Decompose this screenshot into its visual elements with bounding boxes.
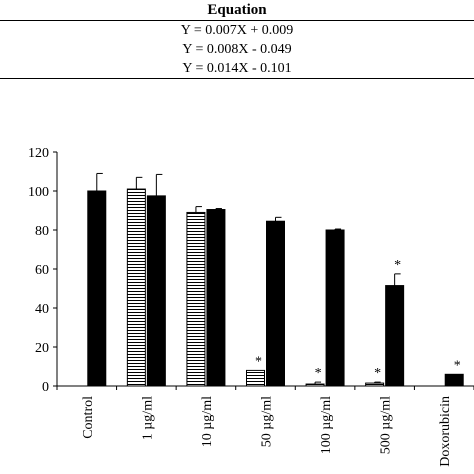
- category-label-3: 50 µg/ml: [260, 396, 275, 447]
- bar-s2-4: [325, 229, 345, 387]
- bar-s1-3: [246, 369, 265, 387]
- y-tick-label-20: 20: [35, 341, 49, 356]
- equation-row-3: Y = 0.014X - 0.101: [0, 59, 474, 79]
- bar-s2-2: [206, 209, 226, 387]
- equation-row-1: Y = 0.007X + 0.009: [180, 23, 294, 38]
- category-label-2: 10 µg/ml: [200, 396, 215, 447]
- significance-mark-s2-6: *: [454, 358, 461, 373]
- significance-mark-s1-3: *: [255, 354, 262, 369]
- bar-s2-5: [385, 285, 405, 387]
- bar-s2-0: [87, 190, 107, 387]
- bar-s2-3: [266, 220, 285, 387]
- bar-s2-1: [146, 195, 166, 387]
- category-label-0: Control: [81, 396, 96, 439]
- category-label-6: Doxorubicin: [438, 396, 453, 467]
- bar-s1-4: [305, 383, 325, 387]
- equation-header: Equation: [0, 0, 474, 21]
- equation-row-2: Y = 0.008X - 0.049: [182, 42, 292, 57]
- significance-mark-s1-5: *: [374, 366, 381, 381]
- y-tick-label-60: 60: [35, 263, 49, 278]
- significance-mark-s2-5: *: [394, 258, 401, 273]
- bar-s1-5: [365, 382, 385, 387]
- y-tick-label-100: 100: [28, 185, 49, 200]
- equation-table: Equation Y = 0.007X + 0.009 Y = 0.008X -…: [0, 0, 474, 79]
- bar-s2-6: [444, 373, 464, 387]
- bar-s1-1: [126, 188, 146, 387]
- category-label-5: 500 µg/ml: [379, 396, 394, 454]
- y-tick-label-0: 0: [42, 380, 49, 395]
- category-label-4: 100 µg/ml: [319, 396, 334, 454]
- y-tick-label-120: 120: [28, 146, 49, 161]
- y-tick-label-80: 80: [35, 224, 49, 239]
- significance-mark-s1-4: *: [315, 366, 322, 381]
- category-label-1: 1 µg/ml: [140, 396, 155, 440]
- bar-s1-2: [186, 211, 206, 387]
- y-tick-label-40: 40: [35, 302, 49, 317]
